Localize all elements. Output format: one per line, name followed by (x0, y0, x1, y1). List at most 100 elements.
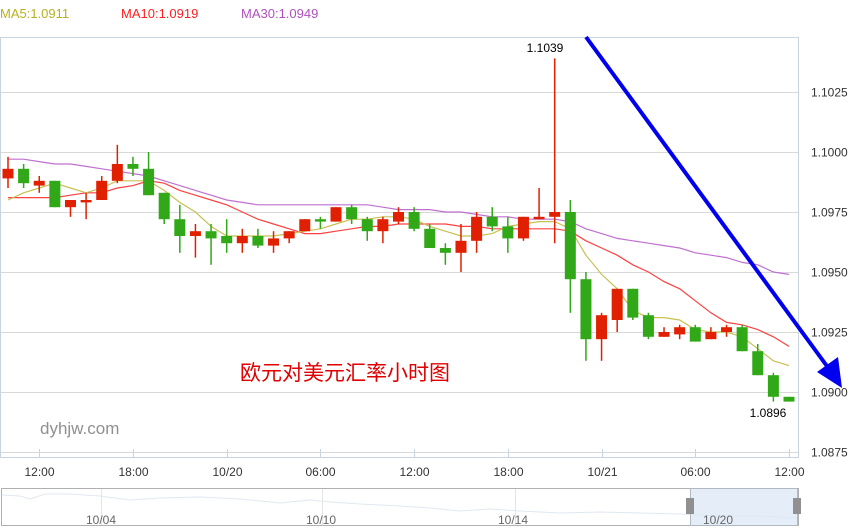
candle (330, 207, 342, 222)
candle (596, 312, 608, 361)
ma10-line (8, 180, 790, 347)
watermark: dyhjw.com (40, 419, 119, 438)
candle-body (299, 219, 311, 232)
y-tick-label: 1.0950 (811, 266, 848, 280)
candle-body (767, 375, 779, 397)
candle (174, 204, 186, 253)
navigator-label: 10/10 (306, 513, 336, 527)
candle (49, 180, 61, 208)
candle (221, 219, 233, 253)
candle (564, 200, 576, 313)
candle-body (143, 168, 155, 196)
candle (783, 396, 795, 402)
candle-body (361, 219, 373, 232)
candle (767, 372, 779, 402)
candle (736, 324, 748, 352)
x-tick-label: 06:00 (680, 465, 710, 479)
candle-body (658, 332, 670, 337)
candle (689, 324, 701, 342)
legend-ma30: MA30:1.0949 (241, 6, 319, 21)
navigator-right-handle[interactable] (793, 498, 801, 514)
candle-body (236, 236, 248, 244)
low-label: 1.0896 (750, 406, 787, 420)
candle (18, 164, 30, 188)
candle (268, 231, 280, 253)
candle-body (549, 212, 561, 217)
candle (236, 228, 248, 253)
candle (346, 204, 358, 224)
candle-body (346, 207, 358, 220)
candle (424, 224, 436, 248)
candle (283, 231, 295, 244)
candle (627, 288, 639, 320)
candle-body (642, 315, 654, 337)
candle-body (705, 332, 717, 340)
high-label: 1.1039 (527, 41, 564, 55)
candle-body (283, 231, 295, 239)
navigator-selection[interactable] (690, 488, 798, 526)
candle-body (330, 207, 342, 222)
candle (143, 152, 155, 196)
candle-body (158, 192, 170, 220)
candle (658, 327, 670, 337)
candle-body (205, 231, 217, 239)
candle-body (268, 238, 280, 246)
candle-body (18, 168, 30, 184)
candle (752, 344, 764, 376)
navigator-left-handle[interactable] (686, 498, 694, 514)
candle-body (49, 180, 61, 208)
legend-ma10: MA10:1.0919 (121, 6, 199, 21)
candle-body (174, 219, 186, 236)
candle (580, 272, 592, 361)
trend-arrow (584, 35, 842, 388)
candle-body (674, 327, 686, 335)
candle (377, 216, 389, 244)
candle (502, 216, 514, 253)
candle (189, 224, 201, 258)
candle (674, 324, 686, 340)
candle-body (517, 216, 529, 239)
candle-body (64, 200, 76, 208)
candle-body (486, 216, 498, 227)
x-tick-label: 18:00 (493, 465, 523, 479)
candle-body (564, 212, 576, 280)
navigator-label: 10/04 (86, 513, 116, 527)
y-tick-label: 1.1025 (811, 86, 848, 100)
candle-body (221, 236, 233, 244)
candle (252, 228, 264, 248)
candle-body (393, 212, 404, 222)
x-tick-label: 10/21 (587, 465, 617, 479)
candle-body (314, 219, 326, 222)
candle (533, 188, 545, 220)
plot-frame (0, 37, 799, 458)
candle-body (127, 164, 139, 169)
y-tick-label: 1.0875 (811, 446, 848, 460)
x-tick-label: 18:00 (118, 465, 148, 479)
candle (455, 224, 467, 272)
legend-ma5: MA5:1.0911 (0, 6, 70, 21)
candle-body (33, 180, 45, 186)
candle-body (111, 164, 123, 181)
candle (299, 219, 311, 232)
candle-body (533, 216, 545, 220)
candle-body (752, 351, 764, 376)
candle-body (189, 231, 201, 236)
candle (611, 288, 623, 332)
navigator-label: 10/14 (498, 513, 528, 527)
candle (158, 192, 170, 224)
candle-body (783, 396, 795, 402)
candle-body (96, 180, 108, 200)
candle-body (80, 200, 92, 203)
candle (439, 243, 451, 265)
candle (205, 224, 217, 265)
navigator[interactable]: 10/04 10/10 10/14 10/20 (1, 488, 802, 528)
candle (361, 216, 373, 241)
candle-body (408, 212, 420, 229)
y-tick-label: 1.0900 (811, 386, 848, 400)
candle-body (611, 288, 623, 320)
candle-body (471, 216, 483, 241)
candle-body (252, 236, 264, 246)
x-tick-label: 10/20 (212, 465, 242, 479)
candle (721, 324, 733, 337)
